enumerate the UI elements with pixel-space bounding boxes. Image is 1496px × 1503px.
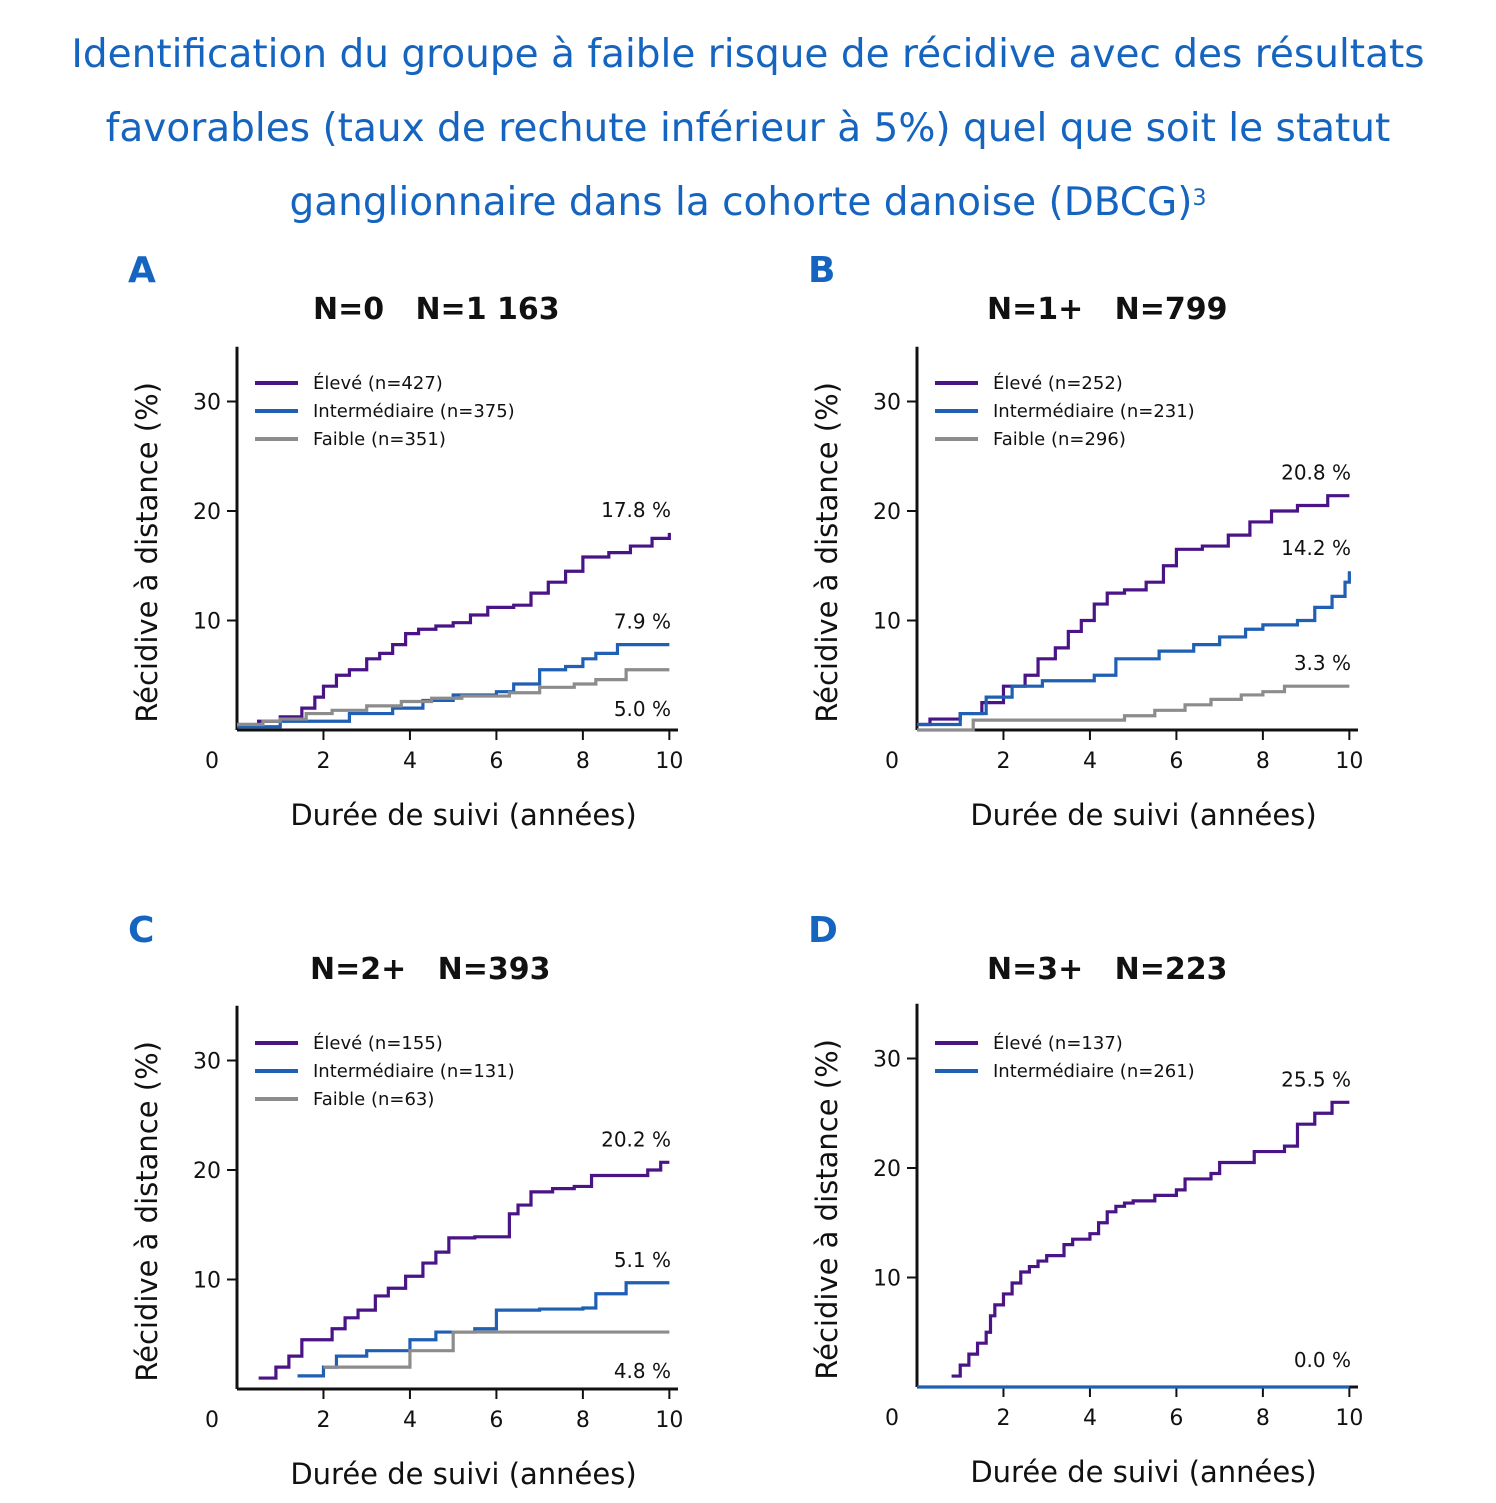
x-tick-label: 10 (655, 749, 683, 774)
panel-subtitle: N=0 N=1 163 (313, 292, 560, 327)
y-tick-label: 10 (873, 1267, 901, 1292)
x-tick-label: 4 (1083, 1406, 1097, 1431)
y-axis-label: Récidive à distance (%) (810, 1039, 844, 1380)
series-line-3 (917, 684, 1350, 732)
legend-label: Élevé (n=137) (993, 1032, 1123, 1054)
chart-panel-d: D N=3+ N=223 0 2 4 6 8 10 10 20 30 Durée de suivi (… (808, 910, 1363, 1489)
series-line-2 (297, 1281, 670, 1378)
y-tick-label: 20 (193, 1159, 221, 1184)
y-tick-label: 10 (193, 1269, 221, 1294)
x-tick-label: 0 (885, 1406, 899, 1431)
series-line-1 (951, 1100, 1350, 1378)
chart-panel-a: A N=0 N=1 163 0 2 4 6 8 10 10 20 30 Durée de suivi … (128, 250, 683, 832)
end-value-label: 20.2 % (601, 1127, 671, 1151)
x-axis-label: Durée de suivi (années) (290, 1457, 636, 1491)
y-tick-label: 30 (193, 391, 221, 416)
x-tick-label: 10 (1335, 749, 1363, 774)
legend-label: Élevé (n=427) (313, 372, 443, 394)
x-tick-label: 8 (1256, 749, 1270, 774)
y-tick-label: 20 (193, 500, 221, 525)
x-tick-label: 0 (205, 1408, 219, 1433)
legend-label: Intermédiaire (n=231) (993, 401, 1195, 422)
end-value-label: 20.8 % (1281, 461, 1351, 485)
x-tick-label: 2 (316, 749, 330, 774)
x-axis-label: Durée de suivi (années) (290, 798, 636, 832)
x-tick-label: 2 (316, 1408, 330, 1433)
y-tick-label: 30 (873, 391, 901, 416)
x-tick-label: 8 (576, 1408, 590, 1433)
chart-panel-c: C N=2+ N=393 0 2 4 6 8 10 10 20 30 Durée de suivi (… (128, 910, 683, 1491)
chart-panel-b: B N=1+ N=799 0 2 4 6 8 10 10 20 30 Durée de suivi (… (808, 250, 1363, 832)
series-line-3 (237, 668, 670, 727)
series-line-1 (237, 532, 671, 727)
panel-subtitle: N=3+ N=223 (987, 952, 1227, 987)
y-axis-label: Récidive à distance (%) (130, 1041, 164, 1382)
end-value-label: 14.2 % (1281, 536, 1351, 560)
y-tick-label: 30 (193, 1050, 221, 1075)
panel-subtitle: N=2+ N=393 (310, 952, 550, 987)
x-tick-label: 6 (1169, 1406, 1183, 1431)
panel-letter: B (808, 250, 835, 291)
panel-subtitle: N=1+ N=799 (987, 292, 1227, 327)
y-tick-label: 20 (873, 500, 901, 525)
end-value-label: 7.9 % (614, 610, 671, 634)
series-line-3 (323, 1330, 670, 1369)
end-value-label: 17.8 % (601, 498, 671, 522)
title-text: Identification du groupe à faible risque… (71, 32, 1425, 225)
y-tick-label: 20 (873, 1157, 901, 1182)
end-value-label: 4.8 % (614, 1359, 671, 1383)
panel-letter: C (128, 910, 154, 951)
end-value-label: 25.5 % (1281, 1067, 1351, 1091)
legend-label: Faible (n=296) (993, 429, 1126, 450)
x-tick-label: 2 (996, 1406, 1010, 1431)
x-tick-label: 4 (1083, 749, 1097, 774)
x-tick-label: 4 (403, 1408, 417, 1433)
panel-letter: D (808, 910, 838, 951)
x-tick-label: 2 (996, 749, 1010, 774)
end-value-label: 3.3 % (1294, 651, 1351, 675)
y-tick-label: 30 (873, 1048, 901, 1073)
series-line-2 (237, 642, 670, 729)
x-tick-label: 10 (655, 1408, 683, 1433)
legend-label: Faible (n=351) (313, 429, 446, 450)
x-tick-label: 6 (489, 749, 503, 774)
y-axis-label: Récidive à distance (%) (810, 382, 844, 723)
y-axis-label: Récidive à distance (%) (130, 382, 164, 723)
legend-label: Intermédiaire (n=261) (993, 1061, 1195, 1082)
x-tick-label: 8 (576, 749, 590, 774)
legend-label: Élevé (n=252) (993, 372, 1123, 394)
x-tick-label: 8 (1256, 1406, 1270, 1431)
title-superscript: 3 (1192, 186, 1207, 211)
end-value-label: 0.0 % (1294, 1348, 1351, 1372)
legend-label: Élevé (n=155) (313, 1032, 443, 1054)
end-value-label: 5.1 % (614, 1248, 671, 1272)
y-tick-label: 10 (873, 610, 901, 635)
series-line-1 (917, 494, 1350, 727)
series-line-2 (917, 571, 1351, 727)
legend-label: Intermédiaire (n=131) (313, 1061, 515, 1082)
x-tick-label: 0 (205, 749, 219, 774)
x-tick-label: 0 (885, 749, 899, 774)
x-tick-label: 10 (1335, 1406, 1363, 1431)
series-line-1 (258, 1160, 670, 1380)
x-tick-label: 4 (403, 749, 417, 774)
x-tick-label: 6 (1169, 749, 1183, 774)
legend-label: Intermédiaire (n=375) (313, 401, 515, 422)
y-tick-label: 10 (193, 610, 221, 635)
x-axis-label: Durée de suivi (années) (970, 1455, 1316, 1489)
x-axis-label: Durée de suivi (années) (970, 798, 1316, 832)
end-value-label: 5.0 % (614, 697, 671, 721)
panel-letter: A (128, 250, 156, 291)
legend-label: Faible (n=63) (313, 1089, 434, 1110)
page-title: Identification du groupe à faible risque… (0, 18, 1496, 240)
x-tick-label: 6 (489, 1408, 503, 1433)
